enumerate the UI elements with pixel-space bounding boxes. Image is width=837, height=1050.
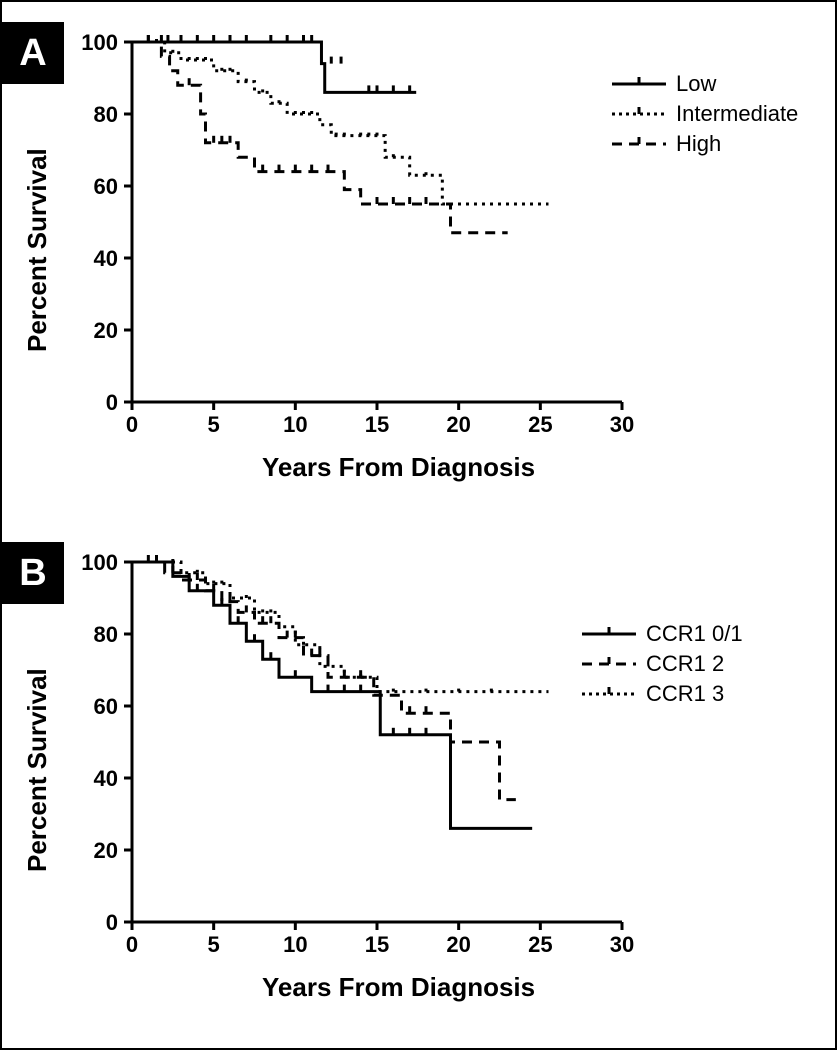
xlabel-b: Years From Diagnosis bbox=[262, 972, 535, 1003]
svg-text:0: 0 bbox=[106, 910, 118, 935]
svg-text:25: 25 bbox=[528, 932, 552, 957]
svg-text:80: 80 bbox=[94, 622, 118, 647]
xlabel-a: Years From Diagnosis bbox=[262, 452, 535, 483]
panel-label-a: A bbox=[2, 22, 64, 84]
legend-swatch-dash bbox=[582, 654, 636, 674]
svg-text:40: 40 bbox=[94, 766, 118, 791]
legend-a-label-2: High bbox=[676, 131, 721, 157]
svg-text:100: 100 bbox=[81, 32, 118, 55]
svg-text:5: 5 bbox=[208, 932, 220, 957]
ylabel-b: Percent Survival bbox=[22, 668, 53, 872]
svg-text:0: 0 bbox=[126, 932, 138, 957]
panel-label-b: B bbox=[2, 542, 64, 604]
legend-b-row-1: CCR1 2 bbox=[582, 652, 743, 676]
legend-b-row-0: CCR1 0/1 bbox=[582, 622, 743, 646]
legend-a-row-0: Low bbox=[612, 72, 798, 96]
legend-b-label-0: CCR1 0/1 bbox=[646, 621, 743, 647]
svg-text:0: 0 bbox=[106, 390, 118, 415]
svg-text:80: 80 bbox=[94, 102, 118, 127]
legend-a-row-2: High bbox=[612, 132, 798, 156]
svg-text:30: 30 bbox=[610, 412, 634, 437]
legend-swatch-solid bbox=[612, 74, 666, 94]
legend-swatch-dash bbox=[612, 134, 666, 154]
figure-container: A 051015202530020406080100 Percent Survi… bbox=[0, 0, 837, 1050]
legend-swatch-solid bbox=[582, 624, 636, 644]
legend-a-label-1: Intermediate bbox=[676, 101, 798, 127]
legend-a-row-1: Intermediate bbox=[612, 102, 798, 126]
legend-swatch-dot bbox=[612, 104, 666, 124]
svg-text:15: 15 bbox=[365, 932, 389, 957]
ylabel-a: Percent Survival bbox=[22, 148, 53, 352]
legend-b-label-2: CCR1 3 bbox=[646, 681, 724, 707]
svg-text:60: 60 bbox=[94, 694, 118, 719]
legend-swatch-dot bbox=[582, 684, 636, 704]
legend-a-label-0: Low bbox=[676, 71, 716, 97]
legend-a: Low Intermediate High bbox=[612, 72, 798, 162]
svg-text:25: 25 bbox=[528, 412, 552, 437]
svg-text:20: 20 bbox=[446, 932, 470, 957]
svg-text:100: 100 bbox=[81, 552, 118, 575]
svg-text:60: 60 bbox=[94, 174, 118, 199]
svg-text:20: 20 bbox=[94, 318, 118, 343]
svg-text:10: 10 bbox=[283, 412, 307, 437]
svg-text:20: 20 bbox=[446, 412, 470, 437]
legend-b: CCR1 0/1 CCR1 2 CCR1 3 bbox=[582, 622, 743, 712]
svg-text:40: 40 bbox=[94, 246, 118, 271]
legend-b-label-1: CCR1 2 bbox=[646, 651, 724, 677]
chart-b: 0 5 10 15 20 25 30 0 20 40 60 80 100 bbox=[62, 552, 822, 992]
chart-b-svg: 0 5 10 15 20 25 30 0 20 40 60 80 100 bbox=[62, 552, 822, 992]
svg-text:5: 5 bbox=[208, 412, 220, 437]
svg-text:0: 0 bbox=[126, 412, 138, 437]
svg-text:10: 10 bbox=[283, 932, 307, 957]
svg-text:15: 15 bbox=[365, 412, 389, 437]
legend-b-row-2: CCR1 3 bbox=[582, 682, 743, 706]
svg-text:20: 20 bbox=[94, 838, 118, 863]
svg-text:30: 30 bbox=[610, 932, 634, 957]
